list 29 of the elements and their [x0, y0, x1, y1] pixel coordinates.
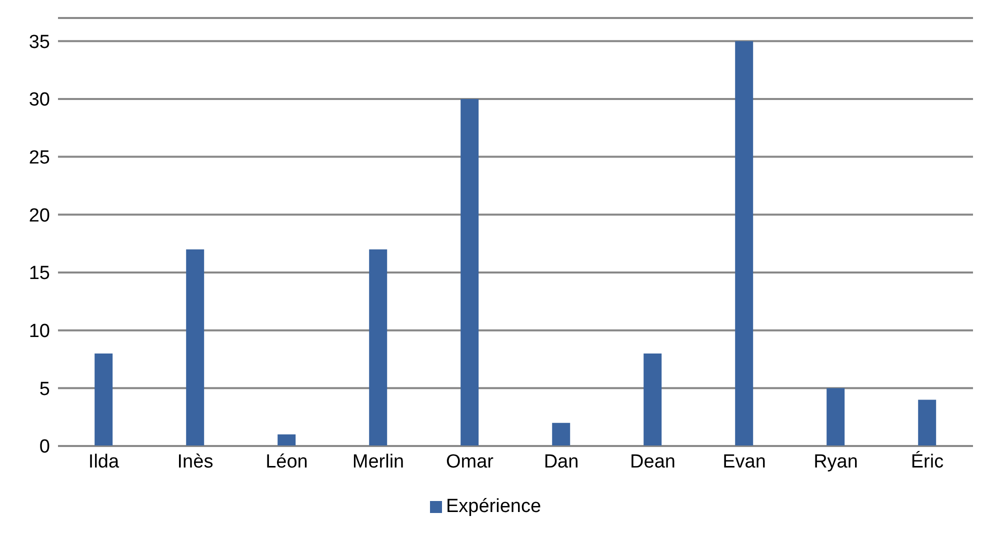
y-tick-label: 25	[28, 148, 50, 169]
y-tick-label: 20	[28, 205, 50, 226]
bar	[278, 434, 296, 446]
y-tick-label: 0	[39, 436, 50, 458]
x-tick-label: Omar	[446, 451, 494, 472]
x-tick-label: Léon	[266, 451, 308, 472]
y-tick-label: 35	[28, 32, 50, 53]
x-tick-label: Dan	[544, 451, 579, 472]
bar	[552, 422, 570, 446]
bar	[644, 353, 662, 446]
bar	[369, 249, 388, 446]
y-tick-label: 10	[28, 321, 50, 342]
bar	[918, 400, 936, 446]
bar	[186, 249, 204, 446]
bar	[826, 388, 845, 446]
x-tick-label: Ilda	[88, 451, 120, 472]
bar	[460, 98, 479, 446]
y-tick-label: 5	[39, 378, 50, 400]
bar	[735, 41, 754, 446]
y-tick-label: 30	[28, 90, 50, 111]
y-tick-label: 15	[28, 263, 50, 284]
legend-label: Expérience	[446, 496, 542, 517]
bar	[94, 353, 113, 446]
x-tick-label: Evan	[722, 451, 766, 472]
x-tick-label: Dean	[630, 451, 676, 472]
x-tick-label: Ryan	[814, 451, 858, 472]
x-tick-label: Merlin	[352, 451, 404, 472]
x-tick-label: Inès	[177, 451, 214, 472]
x-tick-label: Éric	[910, 450, 944, 472]
